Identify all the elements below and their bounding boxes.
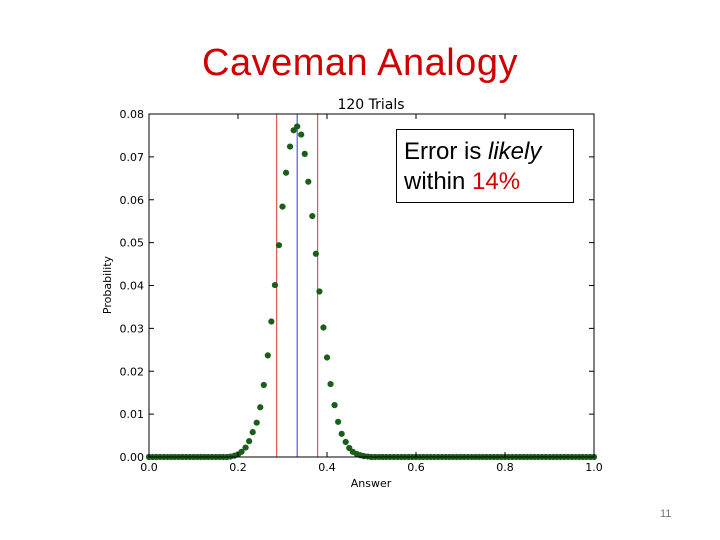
data-point	[323, 354, 331, 361]
data-point	[331, 402, 338, 409]
data-point	[320, 324, 327, 331]
x-tick-label: 0.8	[496, 461, 514, 474]
data-point	[282, 169, 290, 176]
y-tick-label: 0.04	[120, 280, 145, 293]
data-point	[338, 430, 345, 437]
data-point	[294, 123, 301, 130]
slide-title: Caveman Analogy	[202, 42, 518, 84]
data-point	[242, 444, 249, 451]
y-tick-label: 0.03	[120, 322, 145, 335]
y-tick-label: 0.07	[120, 151, 145, 164]
data-point	[275, 242, 283, 249]
y-tick-label: 0.06	[120, 194, 145, 207]
vertical-lines	[276, 114, 319, 457]
callout-text-italic: likely	[488, 138, 542, 165]
y-tick-label: 0.02	[120, 365, 145, 378]
y-tick-label: 0.01	[120, 408, 145, 421]
data-point	[309, 212, 316, 220]
y-tick-label: 0.00	[120, 451, 145, 464]
x-axis-label: Answer	[351, 477, 392, 490]
data-point	[279, 203, 286, 210]
data-point	[316, 288, 323, 295]
data-point	[335, 418, 342, 425]
data-point	[305, 178, 312, 185]
data-point	[327, 381, 334, 388]
y-tick-label: 0.08	[120, 108, 145, 121]
y-tick-label: 0.05	[120, 237, 145, 250]
data-point	[271, 281, 279, 289]
data-point	[249, 429, 256, 436]
callout-text-percent: 14%	[472, 168, 521, 195]
y-axis-label: Probability	[101, 255, 114, 314]
x-tick-label: 0.6	[407, 461, 425, 474]
data-point	[286, 143, 294, 150]
data-point	[238, 448, 245, 455]
data-point	[301, 150, 308, 157]
data-point	[298, 131, 305, 138]
data-point	[253, 419, 260, 426]
data-point	[257, 404, 264, 411]
callout-line-1: Error is likely	[404, 137, 573, 167]
data-point	[246, 438, 253, 445]
axis-ticks: 0.0 0.2 0.4 0.6 0.8 1.0 0.00 0.01 0.02 0.03 0.04 0.…	[120, 108, 603, 474]
x-tick-label: 0.4	[318, 461, 336, 474]
data-point	[342, 438, 349, 446]
page-number: 11	[660, 508, 672, 520]
x-tick-label: 1.0	[585, 461, 603, 474]
callout-line-2: within 14%	[404, 167, 573, 197]
chart-title: 120 Trials	[337, 97, 404, 113]
callout-text-line2: within	[404, 168, 473, 195]
error-callout: Error is likely within 14%	[396, 129, 574, 203]
x-tick-label: 0.0	[140, 461, 158, 474]
data-point	[264, 352, 271, 359]
data-point	[260, 381, 267, 389]
data-point	[268, 318, 275, 325]
callout-text-before: Error is	[404, 138, 488, 165]
x-tick-label: 0.2	[229, 461, 247, 474]
data-point	[312, 250, 319, 257]
